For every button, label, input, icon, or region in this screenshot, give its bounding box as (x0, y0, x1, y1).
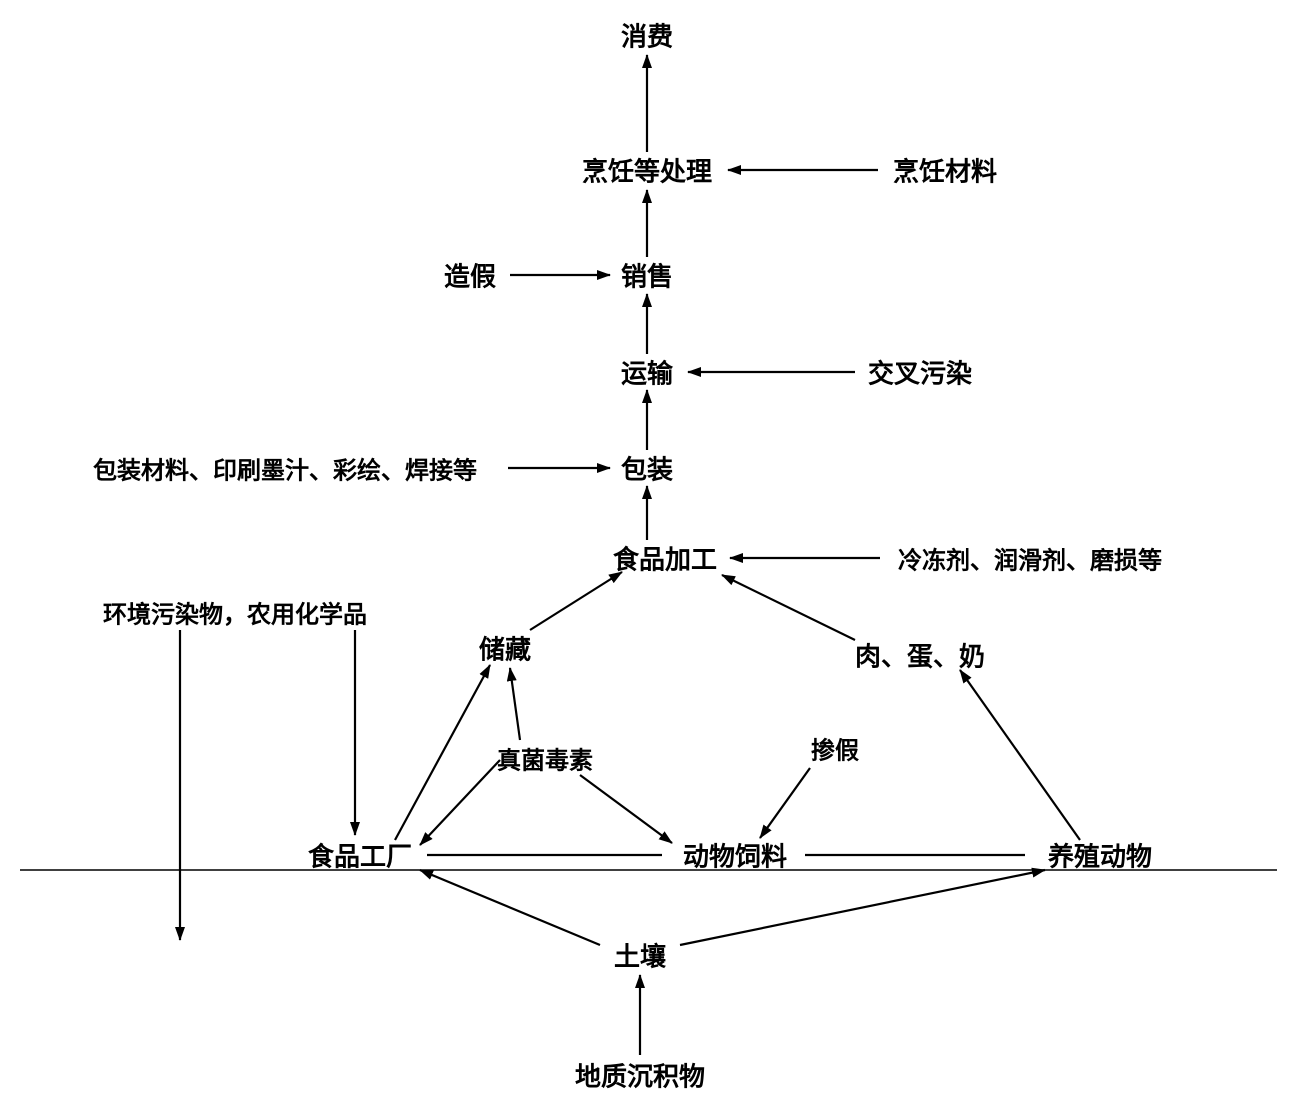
diagram-node-pack: 包装 (621, 450, 673, 487)
diagram-node-trans: 运输 (621, 354, 673, 391)
diagram-node-consume: 消费 (621, 17, 673, 54)
diagram-edge (510, 668, 520, 740)
diagram-node-fake: 造假 (444, 257, 496, 294)
diagram-edge (580, 775, 672, 843)
diagram-node-packmat: 包装材料、印刷墨汁、彩绘、焊接等 (93, 451, 477, 486)
diagram-node-cook: 烹饪等处理 (582, 152, 712, 189)
diagram-edge (680, 870, 1045, 945)
diagram-node-soil: 土壤 (614, 937, 666, 974)
diagram-node-storage: 储藏 (479, 630, 531, 667)
diagram-node-cookmat: 烹饪材料 (893, 152, 997, 189)
diagram-node-feed: 动物饲料 (683, 837, 787, 874)
diagram-edge (420, 760, 500, 845)
diagram-node-animal: 养殖动物 (1048, 837, 1152, 874)
diagram-edge (760, 768, 810, 838)
diagram-node-adulter: 掺假 (811, 731, 859, 766)
diagram-edge (420, 870, 600, 945)
diagram-node-crosspol: 交叉污染 (868, 354, 972, 391)
diagram-node-procmat: 冷冻剂、润滑剂、磨损等 (898, 541, 1162, 576)
diagram-edge (395, 665, 490, 840)
diagram-node-geo: 地质沉积物 (575, 1057, 705, 1094)
diagram-node-foodproc: 食品加工 (613, 540, 717, 577)
diagram-node-envpol: 环境污染物，农用化学品 (103, 595, 367, 630)
diagram-node-meat: 肉、蛋、奶 (855, 637, 985, 674)
diagram-stage: 消费烹饪等处理 烹饪材料销售 造假运输 交叉污染包装 包装材料、印刷墨汁、彩绘、焊接等食… (0, 0, 1297, 1108)
diagram-edge (722, 575, 855, 640)
diagram-edge (960, 670, 1080, 840)
diagram-node-sale: 销售 (621, 257, 673, 294)
diagram-edge (530, 572, 622, 630)
diagram-node-factory: 食品工厂 (308, 837, 412, 874)
diagram-node-toxin: 真菌毒素 (497, 741, 593, 776)
